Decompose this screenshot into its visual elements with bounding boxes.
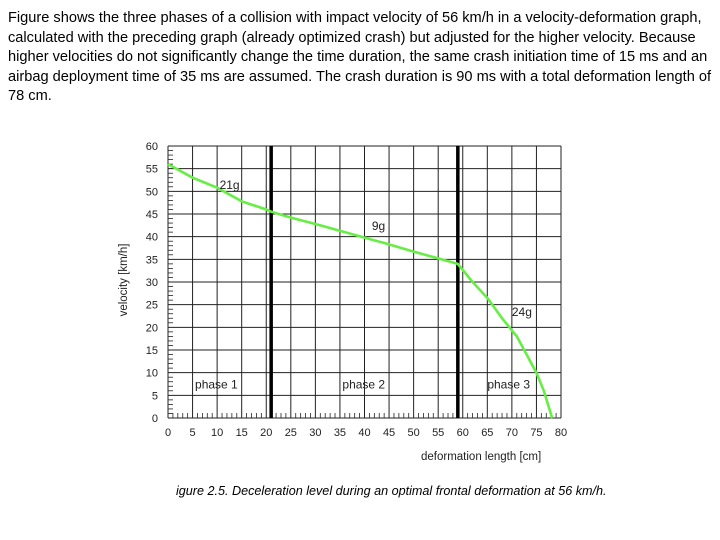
x-tick-label: 35	[334, 427, 346, 439]
y-tick-label: 40	[146, 232, 158, 244]
x-tick-label: 5	[190, 427, 196, 439]
figure-caption: igure 2.5. Deceleration level during an …	[176, 484, 607, 498]
x-tick-label: 40	[358, 427, 370, 439]
y-axis-label: velocity [km/h]	[118, 244, 130, 317]
x-tick-label: 65	[481, 427, 493, 439]
chart-annotation: 24g	[512, 305, 532, 319]
x-axis-label: deformation length [cm]	[421, 451, 541, 463]
y-tick-label: 5	[152, 390, 158, 402]
y-tick-label: 0	[152, 413, 158, 425]
chart-annotation: phase 3	[487, 378, 530, 392]
y-tick-label: 35	[146, 254, 158, 266]
x-tick-label: 30	[309, 427, 321, 439]
x-tick-label: 10	[211, 427, 223, 439]
y-tick-label: 25	[146, 300, 158, 312]
y-tick-labels: 0 5 10 15 20 25 30 35 40 45 50 55 60	[146, 141, 158, 425]
x-tick-label: 55	[432, 427, 444, 439]
chart-annotations: 21g 9g 24g phase 1 phase 2 phase 3	[195, 178, 532, 391]
grid	[167, 145, 562, 419]
y-tick-label: 60	[146, 141, 158, 153]
chart-annotation: phase 1	[195, 378, 238, 392]
chart-annotation: 9g	[372, 219, 385, 233]
chart-annotation: 21g	[220, 178, 240, 192]
x-tick-label: 80	[555, 427, 567, 439]
y-tick-label: 15	[146, 345, 158, 357]
x-tick-label: 50	[408, 427, 420, 439]
x-tick-label: 60	[457, 427, 469, 439]
x-tick-label: 25	[285, 427, 297, 439]
x-tick-label: 20	[260, 427, 272, 439]
x-tick-label: 45	[383, 427, 395, 439]
phase-boundaries	[269, 146, 460, 418]
x-tick-label: 75	[530, 427, 542, 439]
y-tick-label: 10	[146, 368, 158, 380]
x-tick-label: 15	[236, 427, 248, 439]
x-tick-label: 70	[506, 427, 518, 439]
x-tick-label: 0	[165, 427, 171, 439]
y-tick-label: 50	[146, 186, 158, 198]
y-tick-label: 30	[146, 277, 158, 289]
y-tick-label: 20	[146, 322, 158, 334]
intro-paragraph: Figure shows the three phases of a colli…	[8, 10, 712, 105]
x-tick-labels: 0 5 10 15 20 25 30 35 40 45 50 55 60 65 70 75 80	[165, 427, 567, 439]
chart-annotation: phase 2	[342, 378, 385, 392]
y-tick-label: 55	[146, 164, 158, 176]
velocity-curve	[167, 162, 554, 419]
y-tick-label: 45	[146, 209, 158, 221]
